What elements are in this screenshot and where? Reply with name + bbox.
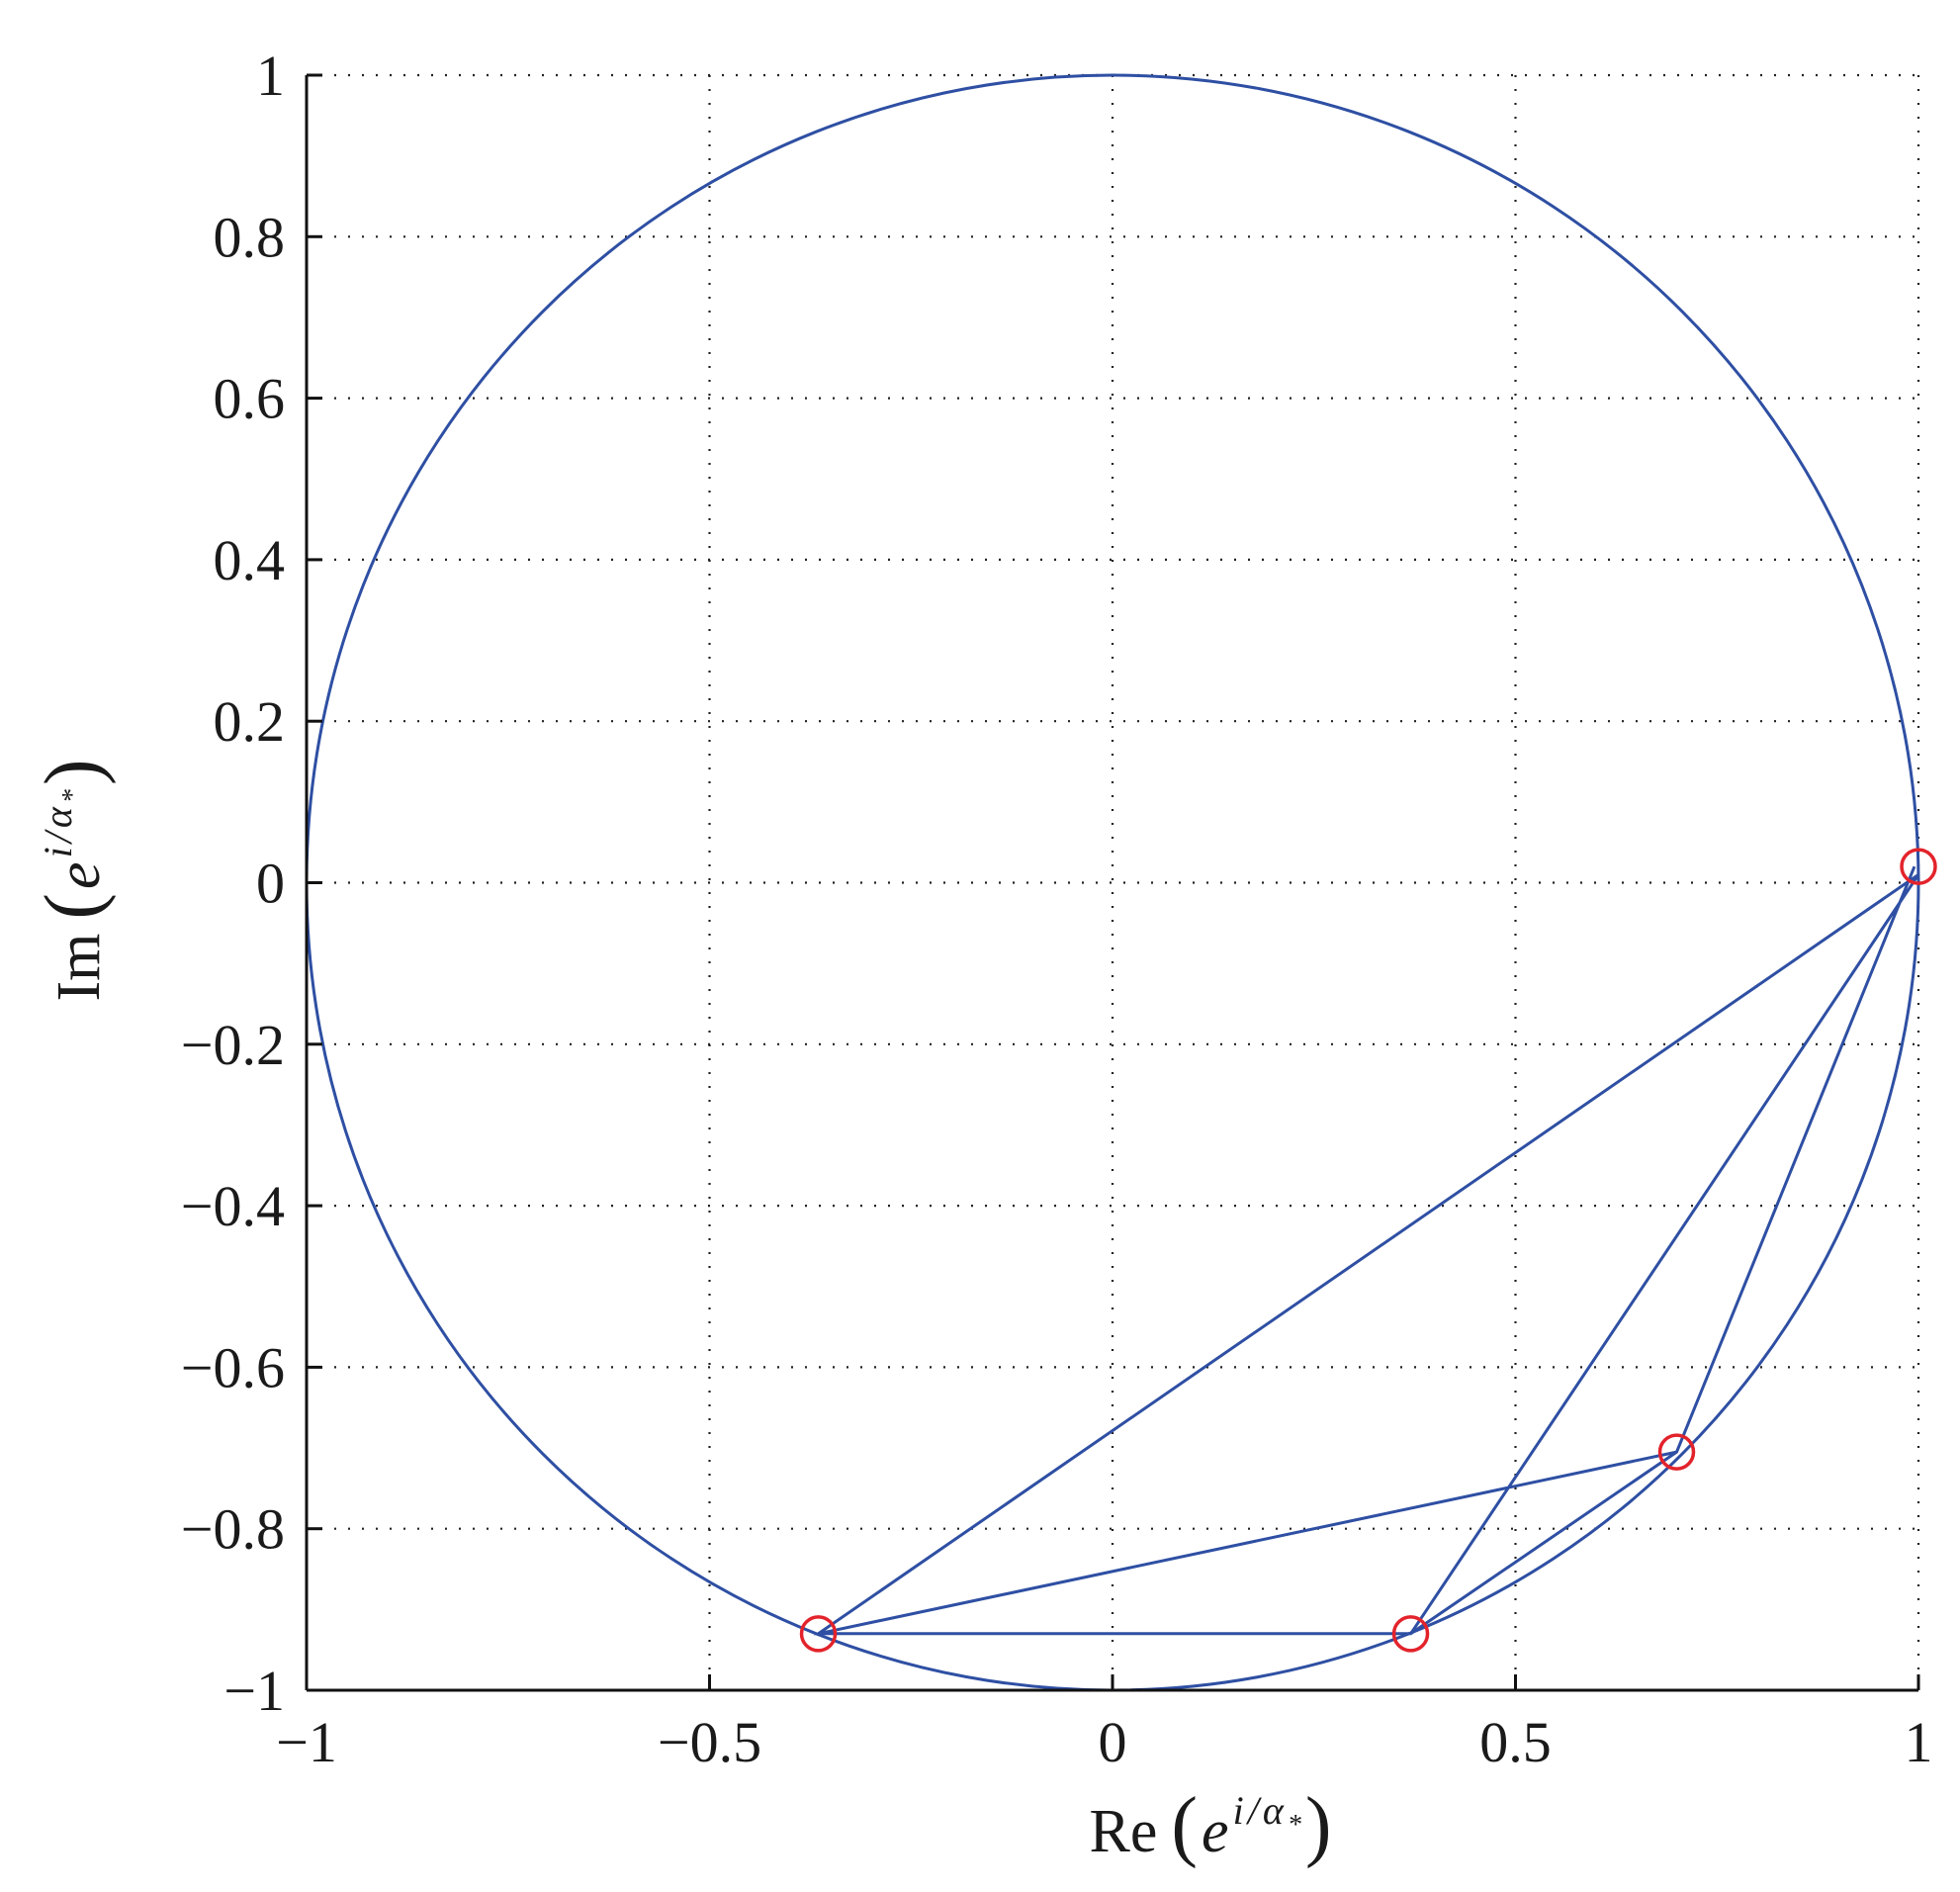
x-axis-label-func: Re bbox=[1090, 1798, 1158, 1865]
y-tick-label: −0.6 bbox=[181, 1335, 285, 1399]
x-axis-label: Re ( e i / α * ) bbox=[1090, 1782, 1332, 1869]
plot-series bbox=[305, 73, 1937, 1692]
y-axis-label-exp-i: i bbox=[36, 847, 80, 857]
data-point-marker bbox=[1900, 848, 1937, 885]
x-tick-label: 0 bbox=[1099, 1710, 1127, 1774]
axes bbox=[305, 73, 1920, 1692]
y-tick-label: −0.2 bbox=[181, 1013, 285, 1077]
y-tick-label: 0.8 bbox=[214, 205, 286, 269]
y-tick-label: −0.4 bbox=[181, 1174, 285, 1238]
data-point-marker bbox=[1391, 1615, 1430, 1653]
y-tick-label: 0.6 bbox=[214, 367, 286, 431]
y-tick-label: 0.4 bbox=[214, 528, 286, 592]
unit-circle-line bbox=[305, 73, 1920, 1692]
y-axis-label-exp-slash: / bbox=[36, 828, 80, 845]
grid bbox=[305, 73, 1920, 1692]
x-axis-label-close: ) bbox=[1305, 1782, 1332, 1869]
x-tick-label: −0.5 bbox=[658, 1710, 761, 1774]
y-tick-label: 0 bbox=[256, 852, 285, 916]
data-point-marker bbox=[799, 1615, 838, 1653]
y-tick-label: −1 bbox=[223, 1659, 285, 1723]
trajectory-line bbox=[813, 865, 1920, 1636]
x-tick-label: −1 bbox=[276, 1710, 337, 1774]
x-axis-label-exp-alpha: α bbox=[1263, 1788, 1285, 1833]
y-axis-label: Im ( e i / α * ) bbox=[30, 760, 117, 1002]
data-point-marker bbox=[1657, 1433, 1696, 1471]
x-axis-label-exp-slash: / bbox=[1246, 1788, 1263, 1833]
x-tick-label: 0.5 bbox=[1479, 1710, 1552, 1774]
x-axis-label-exp-star: * bbox=[1288, 1810, 1301, 1841]
x-axis-label-open: ( bbox=[1171, 1782, 1198, 1869]
y-axis-label-func: Im bbox=[45, 934, 113, 1002]
tick-labels: −1 −0.5 0 0.5 1 1 0.8 0.6 0.4 0.2 0 −0.2 −0.4 −0.6 −0.… bbox=[181, 44, 1933, 1774]
x-axis-label-exp-i: i bbox=[1233, 1788, 1244, 1833]
y-tick-label: 0.2 bbox=[214, 689, 286, 754]
y-tick-label: −0.8 bbox=[181, 1497, 285, 1562]
y-axis-label-open: ( bbox=[30, 893, 117, 920]
y-axis-label-base: e bbox=[45, 861, 113, 889]
y-axis-label-exp-star: * bbox=[57, 789, 88, 803]
y-axis-label-exp-alpha: α bbox=[36, 806, 80, 828]
x-tick-label: 1 bbox=[1905, 1710, 1933, 1774]
y-axis-label-close: ) bbox=[30, 760, 117, 786]
y-tick-label: 1 bbox=[256, 44, 285, 108]
x-axis-label-base: e bbox=[1202, 1798, 1229, 1865]
